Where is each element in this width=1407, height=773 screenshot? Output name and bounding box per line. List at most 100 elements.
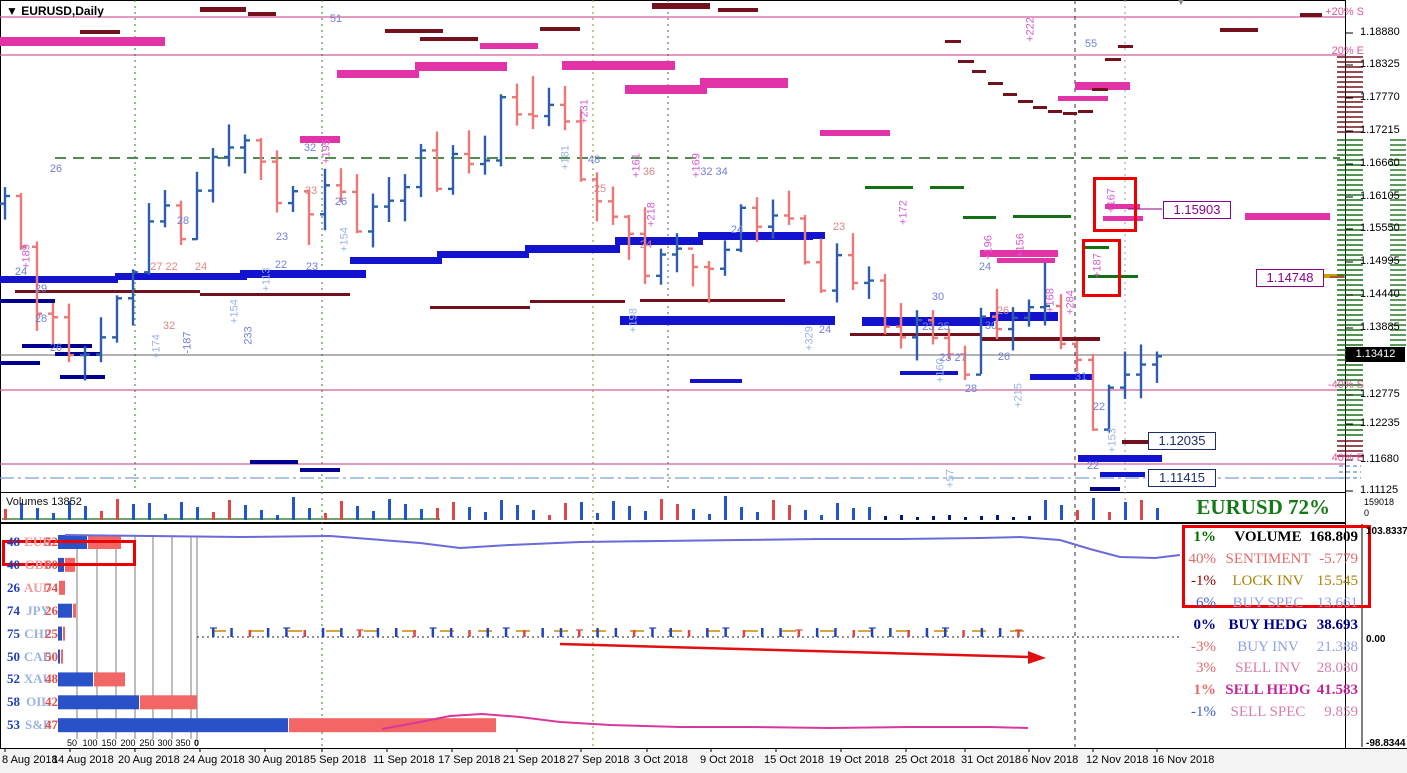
dropdown-triangle-icon[interactable]: ▼ xyxy=(6,4,18,18)
strength-left-value: 52 xyxy=(7,671,20,687)
chart-annotation: +218 xyxy=(645,202,658,227)
strength-left-value: 53 xyxy=(7,717,20,733)
chart-annotation: +284 xyxy=(1064,290,1077,315)
stats-percent: -3% xyxy=(1191,638,1216,655)
stats-value: 13.661 xyxy=(1316,594,1358,611)
chart-annotation: 48 xyxy=(587,154,601,166)
strength-code-label[interactable]: EUR xyxy=(24,534,52,549)
sentiment-badge: EURUSD 72% xyxy=(1196,495,1330,519)
date-label: 9 Oct 2018 xyxy=(700,754,754,766)
chart-annotation: 23 xyxy=(275,231,289,243)
indicator-zero-label: 0 xyxy=(194,738,200,748)
chart-annotation: 33 xyxy=(304,185,318,197)
strength-code-label[interactable]: CAD xyxy=(23,648,53,664)
stats-label: BUY INV xyxy=(1237,638,1299,655)
strength-code-label[interactable]: OIL xyxy=(26,694,50,710)
stats-percent: 1% xyxy=(1193,682,1217,699)
strength-scale-label: 250 xyxy=(139,738,155,748)
price-axis-label: 1.18880 xyxy=(1360,26,1400,38)
price-axis-label: 1.13885 xyxy=(1360,321,1400,333)
stats-percent: 0% xyxy=(1193,616,1217,633)
strength-right-value: 42 xyxy=(45,694,58,710)
volume-axis-max: 159018 xyxy=(1364,497,1395,507)
price-axis xyxy=(1345,0,1407,748)
chart-annotation: 23 25 xyxy=(922,321,950,333)
chart-annotation: 27 22 xyxy=(150,261,178,273)
chart-annotation: 32 xyxy=(303,142,317,154)
percent-level-label: 20% E xyxy=(1331,45,1364,57)
stats-value: 168.809 xyxy=(1309,529,1358,545)
price-axis-label: 1.11125 xyxy=(1360,484,1399,496)
stats-value: 9.859 xyxy=(1324,704,1358,721)
strength-left-value: 58 xyxy=(7,694,20,710)
chart-annotation: +329 xyxy=(803,326,816,351)
price-axis-label: 1.16105 xyxy=(1360,190,1400,202)
strength-left-value: 50 xyxy=(7,648,20,664)
price-axis-label: 1.18325 xyxy=(1360,58,1400,70)
chart-annotation: 23 xyxy=(305,261,319,273)
price-axis-label: 1.17770 xyxy=(1360,91,1400,103)
chart-annotation: +222 xyxy=(1024,17,1037,42)
price-axis-label: 1.17215 xyxy=(1360,124,1400,136)
chart-annotation: +231 xyxy=(578,99,591,124)
chart-annotation: 30 xyxy=(984,320,998,332)
chart-annotation: +215 xyxy=(1012,383,1025,408)
strength-code-label[interactable]: AUD xyxy=(23,579,53,595)
chart-annotation: 28 xyxy=(176,215,190,227)
chart-annotation: 26 xyxy=(996,305,1010,317)
strength-left-value: 26 xyxy=(7,579,20,595)
volume-pane[interactable] xyxy=(0,492,1346,523)
strength-code-label[interactable]: CHF xyxy=(24,625,52,641)
date-label: 14 Aug 2018 xyxy=(52,754,114,766)
percent-level-label: -40% S xyxy=(1327,379,1364,391)
date-axis xyxy=(0,748,1407,773)
stats-percent: -1% xyxy=(1191,572,1216,589)
strength-right-value: 48 xyxy=(45,671,58,687)
strength-code-label[interactable]: GBP xyxy=(24,556,52,572)
strength-scale-label: 50 xyxy=(66,738,77,748)
strength-code-label[interactable]: JPY xyxy=(26,602,50,618)
chart-annotation: +198 xyxy=(627,308,640,333)
volume-axis-zero: 0 xyxy=(1364,508,1370,518)
chart-annotation: 24 xyxy=(639,239,653,251)
date-label: 5 Sep 2018 xyxy=(310,754,367,766)
price-axis-label: 1.12775 xyxy=(1360,388,1400,400)
strength-right-value: 50 xyxy=(45,648,58,664)
chart-annotation: 32 34 xyxy=(700,166,728,178)
price-axis-label: 1.14440 xyxy=(1360,288,1400,300)
indicator-axis-zero: 0.00 xyxy=(1366,634,1386,645)
stats-value: 21.388 xyxy=(1316,638,1358,655)
chart-annotation: 26 xyxy=(997,351,1011,363)
strength-scale-label: 300 xyxy=(157,738,173,748)
chart-annotation: +172 xyxy=(897,200,910,225)
date-label: 19 Oct 2018 xyxy=(829,754,889,766)
chart-annotation: 26 xyxy=(49,163,63,175)
price-level-label: 1.12035 xyxy=(1148,432,1216,450)
stats-value: 28.080 xyxy=(1316,660,1358,677)
stats-label: SENTIMENT xyxy=(1225,550,1311,567)
strength-right-value: 60 xyxy=(45,556,58,572)
percent-level-label: 40% E xyxy=(1331,452,1364,464)
chart-annotation: +195 xyxy=(320,139,333,164)
chart-annotation: 22 xyxy=(1086,460,1100,472)
strength-scale-label: 150 xyxy=(101,738,117,748)
date-label: 27 Sep 2018 xyxy=(567,754,630,766)
chart-title[interactable]: ▼ EURUSD,Daily xyxy=(6,4,104,18)
highlight-box xyxy=(1182,525,1371,608)
chart-annotation: 26 xyxy=(334,196,348,208)
strength-left-value: 75 xyxy=(7,625,20,641)
price-axis-label: 1.15550 xyxy=(1360,222,1400,234)
date-label: 24 Aug 2018 xyxy=(183,754,245,766)
date-label: 11 Sep 2018 xyxy=(373,754,435,766)
strength-scale-label: 350 xyxy=(175,738,191,748)
chart-annotation: +187 xyxy=(1091,253,1104,278)
stats-percent: 3% xyxy=(1196,660,1216,677)
chart-annotation: 24 xyxy=(818,324,832,336)
chart-annotation: +113 xyxy=(260,267,273,292)
strength-right-value: 26 xyxy=(45,602,58,618)
chart-annotation: 32 xyxy=(162,320,176,332)
chart-annotation: 36 xyxy=(642,166,656,178)
strength-code-label[interactable]: S&P xyxy=(25,717,51,733)
date-label: 16 Nov 2018 xyxy=(1152,754,1215,766)
strength-code-label[interactable]: XAU xyxy=(23,671,53,687)
